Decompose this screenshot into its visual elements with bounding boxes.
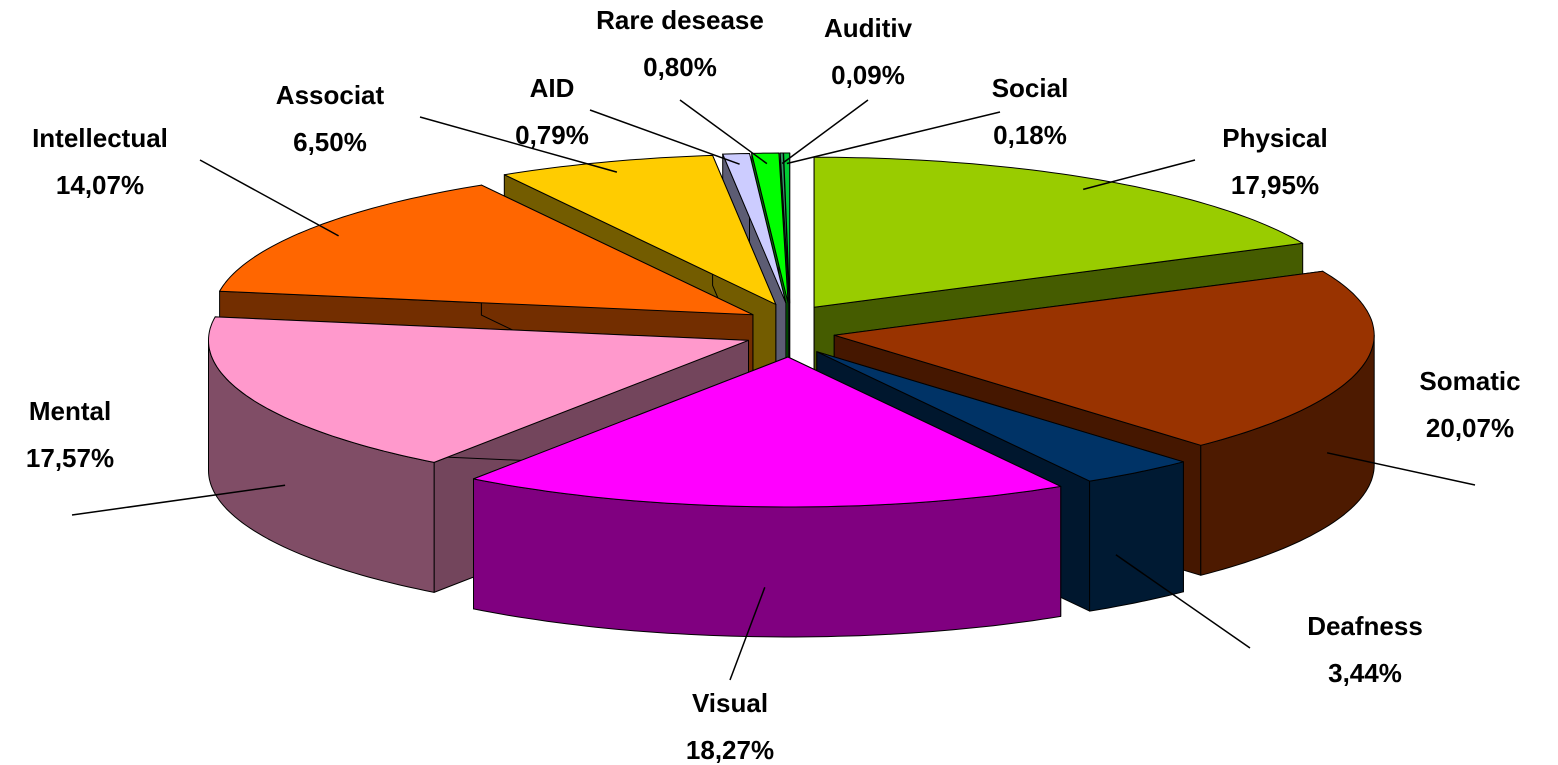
slice-value-label: 3,44%	[1328, 658, 1402, 688]
slice-label: Visual	[692, 688, 768, 718]
slice-value-label: 14,07%	[56, 170, 144, 200]
leader-line	[199, 159, 339, 237]
leader-line	[679, 99, 768, 165]
slice-label: Rare desease	[596, 5, 764, 35]
slice-value-label: 0,80%	[643, 52, 717, 82]
leader-line	[589, 109, 740, 165]
slice-label: Physical	[1222, 123, 1328, 153]
leader-line	[729, 587, 766, 681]
slice	[473, 356, 1062, 638]
leader-line	[786, 111, 1001, 165]
slice-top	[751, 152, 789, 304]
slice-side	[1089, 461, 1184, 612]
slice-label: Somatic	[1419, 366, 1520, 396]
leader-line	[1326, 452, 1476, 486]
slice-value-label: 17,57%	[26, 443, 114, 473]
slice-label: Associat	[276, 80, 385, 110]
slice-label: Deafness	[1307, 611, 1423, 641]
slice-label: Social	[992, 73, 1069, 103]
leader-line	[71, 484, 286, 516]
slice-value-label: 0,09%	[831, 60, 905, 90]
slice-top	[473, 356, 1062, 508]
slice-value-label: 20,07%	[1426, 413, 1514, 443]
leader-line	[1115, 554, 1251, 649]
slice-label: Mental	[29, 396, 111, 426]
slice-top	[208, 316, 749, 463]
slice-value-label: 17,95%	[1231, 170, 1319, 200]
slice-top	[219, 184, 754, 316]
leader-line	[781, 99, 869, 165]
slice-top	[813, 156, 1304, 308]
slice-top	[722, 153, 787, 304]
slice-top	[816, 351, 1184, 482]
slice-label: Intellectual	[32, 123, 168, 153]
slice-top	[833, 270, 1375, 446]
slice-top	[779, 152, 790, 304]
slice-value-label: 0,18%	[993, 120, 1067, 150]
leader-line	[1083, 159, 1196, 191]
leader-line	[419, 116, 618, 173]
slice-value-label: 6,50%	[293, 127, 367, 157]
slice-top	[503, 154, 777, 305]
slice-label: Auditiv	[824, 13, 913, 43]
slice-value-label: 18,27%	[686, 735, 774, 765]
slice-label: AID	[530, 73, 575, 103]
slice-value-label: 0,79%	[515, 120, 589, 150]
